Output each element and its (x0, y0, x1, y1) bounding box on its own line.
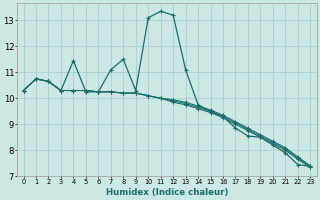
X-axis label: Humidex (Indice chaleur): Humidex (Indice chaleur) (106, 188, 228, 197)
